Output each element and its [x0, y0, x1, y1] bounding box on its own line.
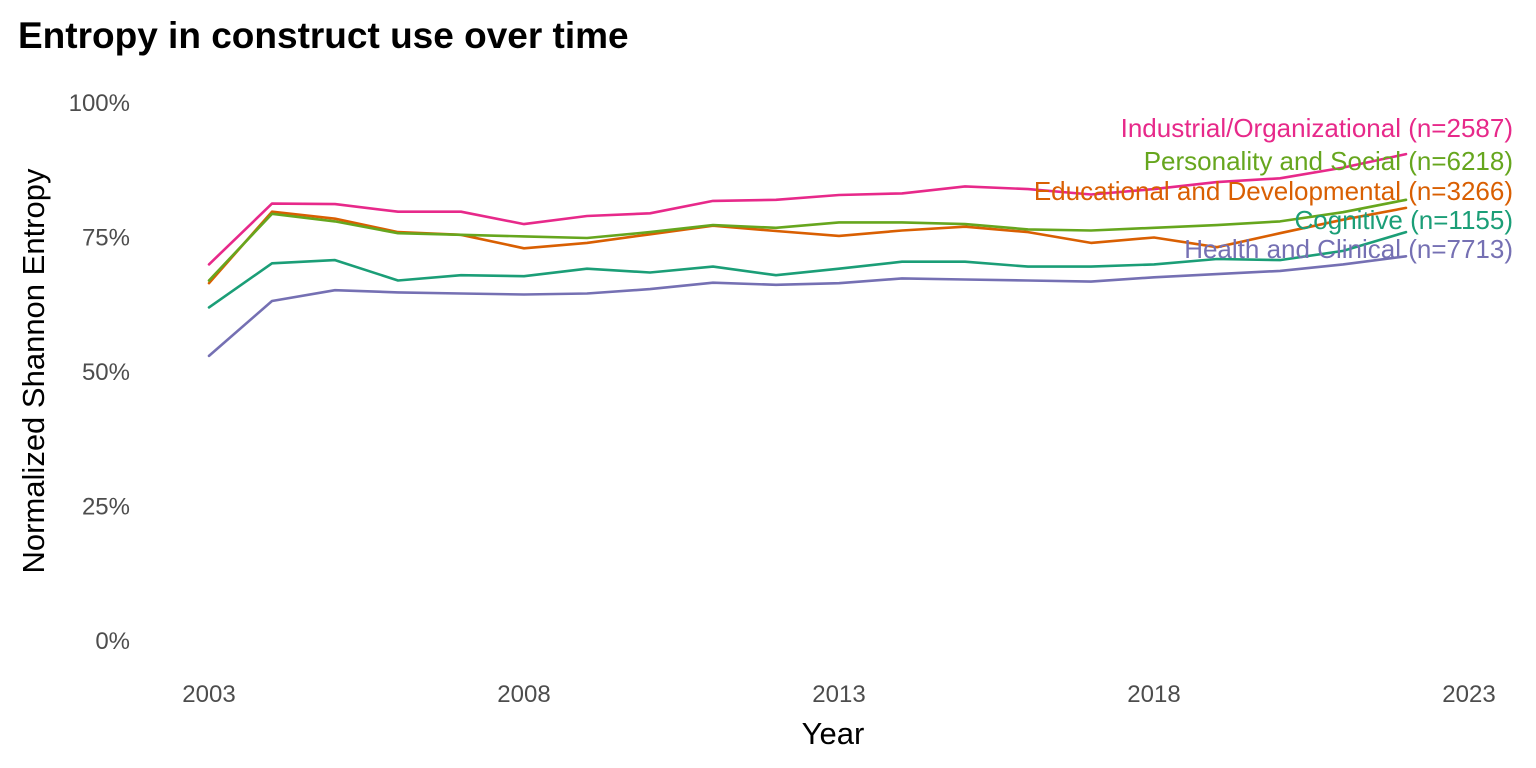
series-line — [207, 198, 1408, 282]
series-labels: Industrial/Organizational (n=2587)Person… — [1034, 113, 1513, 264]
series-line — [207, 254, 1408, 358]
y-axis-title: Normalized Shannon Entropy — [16, 168, 51, 573]
y-tick-label: 75% — [82, 225, 130, 252]
x-axis-title: Year — [802, 716, 865, 751]
series-label: Health and Clinical (n=7713) — [1184, 234, 1513, 264]
series-label: Personality and Social (n=6218) — [1144, 146, 1513, 176]
series-line — [207, 152, 1408, 266]
series-label: Cognitive (n=1155) — [1295, 205, 1514, 235]
y-axis-ticks: 0% 25% 50% 75% 100% — [69, 90, 130, 655]
y-tick-label: 100% — [69, 90, 130, 117]
chart-title: Entropy in construct use over time — [18, 15, 629, 56]
y-tick-label: 0% — [95, 628, 130, 655]
x-tick-label: 2008 — [497, 681, 550, 708]
series-line — [207, 230, 1408, 309]
x-tick-label: 2003 — [182, 681, 235, 708]
series-label: Educational and Developmental (n=3266) — [1034, 176, 1513, 206]
x-tick-label: 2013 — [812, 681, 865, 708]
x-axis-ticks: 2003 2008 2013 2018 2023 — [182, 681, 1495, 708]
y-tick-label: 25% — [82, 494, 130, 521]
x-tick-label: 2018 — [1127, 681, 1180, 708]
series-lines — [207, 152, 1408, 358]
x-tick-label: 2023 — [1442, 681, 1495, 708]
series-label: Industrial/Organizational (n=2587) — [1121, 113, 1513, 143]
y-tick-label: 50% — [82, 359, 130, 386]
